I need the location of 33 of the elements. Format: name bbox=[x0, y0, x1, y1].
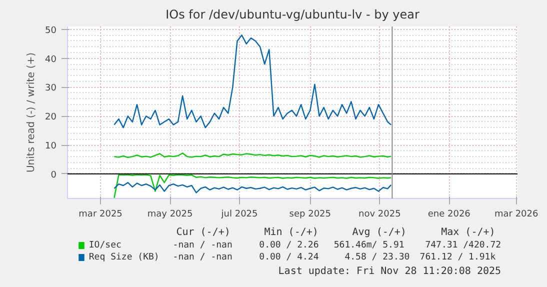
y-tick-label: 30 bbox=[45, 84, 57, 94]
line-series bbox=[114, 174, 392, 198]
y-tick-label: 40 bbox=[45, 54, 57, 65]
text: 561.46m/ 5.91 bbox=[334, 240, 404, 250]
text: 4.58 / 23.30 bbox=[344, 252, 410, 262]
x-tick-label: jul 2025 bbox=[220, 210, 258, 220]
y-axis-title: Units read (-) / write (+) bbox=[26, 52, 38, 173]
text: 0.00 / 4.24 bbox=[259, 252, 319, 262]
text: -nan / -nan bbox=[172, 240, 232, 250]
legend-label: IO/sec bbox=[88, 240, 122, 250]
legend-label: Req Size (KB) bbox=[88, 252, 160, 262]
text: Avg (-/+) bbox=[352, 227, 406, 238]
x-tick-label: may 2025 bbox=[147, 210, 193, 220]
text: 761.12 / 1.91k bbox=[420, 252, 496, 262]
x-tick-label: sep 2025 bbox=[289, 210, 332, 220]
text: 747.31 /420.72 bbox=[425, 240, 502, 250]
x-tick-label: mar 2026 bbox=[494, 210, 539, 220]
y-tick-label: 20 bbox=[45, 112, 57, 123]
x-tick-label: ene 2026 bbox=[428, 210, 471, 220]
x-tick-label: nov 2025 bbox=[358, 210, 401, 220]
y-tick-label: 0 bbox=[50, 170, 57, 180]
text: Cur (-/+) bbox=[176, 227, 230, 238]
text: Min (-/+) bbox=[264, 227, 318, 238]
chart-title: IOs for /dev/ubuntu-vg/ubuntu-lv - by year bbox=[166, 8, 420, 22]
x-tick-label: mar 2025 bbox=[78, 210, 122, 220]
y-tick-label: 50 bbox=[45, 26, 57, 36]
text: Last update: Fri Nov 28 11:20:08 2025 bbox=[278, 266, 502, 277]
line-series bbox=[114, 34, 392, 128]
text: 0.00 / 2.26 bbox=[259, 240, 319, 250]
y-tick-label: 10 bbox=[45, 142, 57, 152]
text: Max (-/+) bbox=[441, 227, 496, 238]
line-series bbox=[114, 182, 392, 194]
text: -nan / -nan bbox=[172, 252, 232, 262]
